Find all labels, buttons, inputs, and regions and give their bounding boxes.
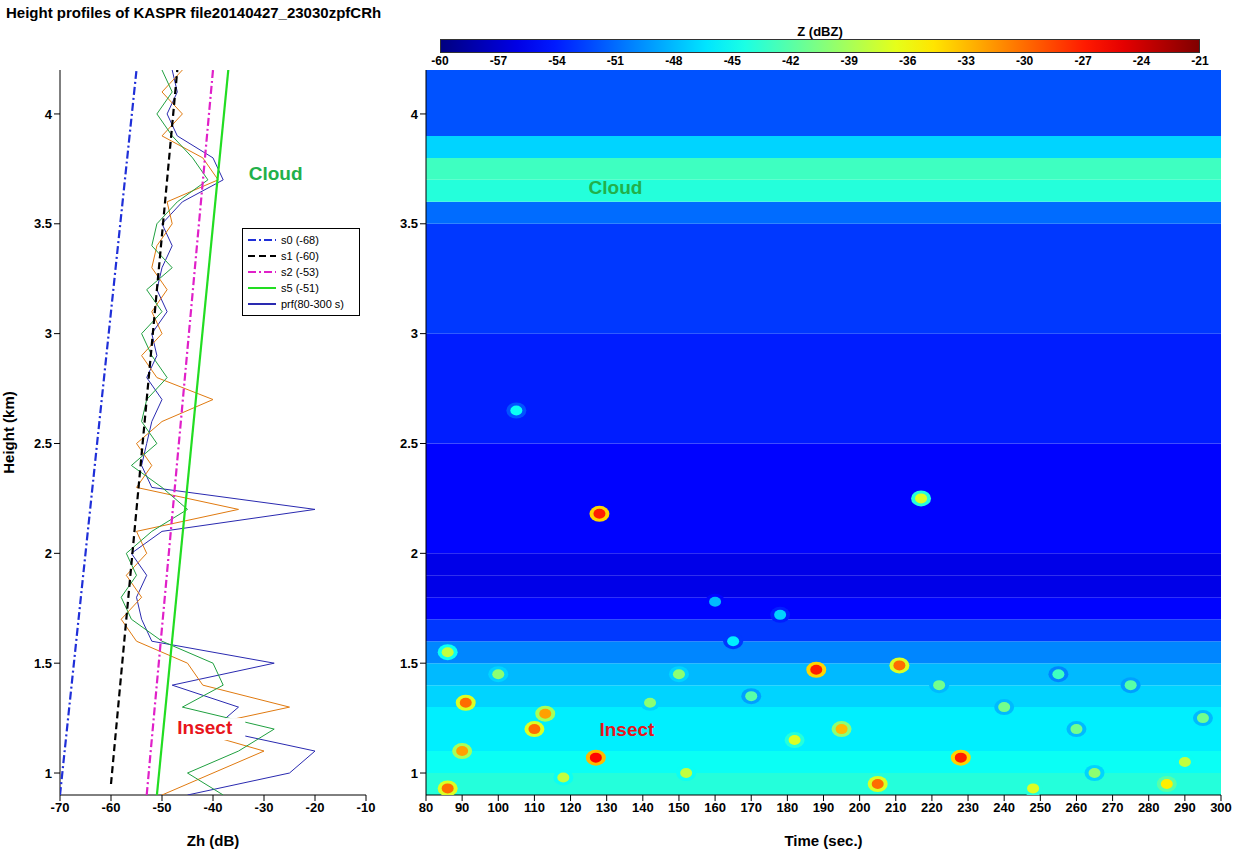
html-text:-54: -54 <box>548 54 566 68</box>
html-text:-42: -42 <box>782 54 800 68</box>
svg-text:210: 210 <box>885 800 907 815</box>
svg-text:2.5: 2.5 <box>34 436 52 451</box>
html-text:-48: -48 <box>665 54 683 68</box>
svg-text:240: 240 <box>993 800 1015 815</box>
svg-text:140: 140 <box>632 800 654 815</box>
html-text:s1 (-60): s1 (-60) <box>281 250 319 262</box>
html-text:Height profiles of KASPR file2: Height profiles of KASPR file20140427_23… <box>6 4 382 21</box>
svg-text:-20: -20 <box>306 800 325 815</box>
svg-text:1.5: 1.5 <box>34 656 52 671</box>
svg-text:130: 130 <box>596 800 618 815</box>
svg-text:260: 260 <box>1066 800 1088 815</box>
svg-text:1: 1 <box>411 766 418 781</box>
svg-text:160: 160 <box>704 800 726 815</box>
svg-text:Time (sec.): Time (sec.) <box>784 832 862 849</box>
svg-text:3: 3 <box>45 326 52 341</box>
svg-text:2.5: 2.5 <box>400 436 418 451</box>
svg-text:2: 2 <box>45 546 52 561</box>
svg-text:2: 2 <box>411 546 418 561</box>
svg-text:Zh (dB): Zh (dB) <box>187 832 239 849</box>
svg-text:150: 150 <box>668 800 690 815</box>
html-text:-57: -57 <box>489 54 508 68</box>
svg-text:200: 200 <box>849 800 871 815</box>
html-text:prf(80-300 s): prf(80-300 s) <box>281 298 344 310</box>
svg-text:290: 290 <box>1174 800 1196 815</box>
html-text:-60: -60 <box>431 54 449 68</box>
svg-text:3: 3 <box>411 326 418 341</box>
svg-text:-50: -50 <box>153 800 172 815</box>
svg-text:250: 250 <box>1029 800 1051 815</box>
svg-text:-70: -70 <box>51 800 70 815</box>
svg-text:90: 90 <box>455 800 469 815</box>
svg-text:220: 220 <box>921 800 943 815</box>
svg-text:4: 4 <box>411 107 419 122</box>
html-text:-24: -24 <box>1132 54 1151 68</box>
svg-text:270: 270 <box>1102 800 1124 815</box>
svg-text:Cloud: Cloud <box>589 177 643 198</box>
html-text:s0 (-68): s0 (-68) <box>281 234 319 246</box>
svg-text:280: 280 <box>1138 800 1160 815</box>
html-text:s2 (-53): s2 (-53) <box>281 266 319 278</box>
svg-text:100: 100 <box>487 800 509 815</box>
svg-text:110: 110 <box>524 800 545 815</box>
svg-text:80: 80 <box>419 800 433 815</box>
svg-text:Insect: Insect <box>177 717 233 738</box>
svg-text:300: 300 <box>1210 800 1232 815</box>
svg-text:4: 4 <box>45 107 53 122</box>
html-text:s5 (-51): s5 (-51) <box>281 282 319 294</box>
svg-text:Height (km): Height (km) <box>0 391 17 474</box>
svg-text:1: 1 <box>45 766 52 781</box>
svg-text:-60: -60 <box>102 800 121 815</box>
svg-text:190: 190 <box>813 800 835 815</box>
html-text:-51: -51 <box>606 54 624 68</box>
svg-text:Insect: Insect <box>599 719 655 740</box>
html-text:-45: -45 <box>723 54 741 68</box>
svg-text:1.5: 1.5 <box>400 656 418 671</box>
svg-text:230: 230 <box>957 800 979 815</box>
html-text:-30: -30 <box>1015 54 1034 68</box>
svg-text:-30: -30 <box>255 800 274 815</box>
html-text:-27: -27 <box>1074 54 1092 68</box>
svg-text:3.5: 3.5 <box>400 216 418 231</box>
html-text:-33: -33 <box>957 54 975 68</box>
svg-text:-10: -10 <box>357 800 376 815</box>
html-text:-21: -21 <box>1191 54 1209 68</box>
svg-text:120: 120 <box>560 800 582 815</box>
svg-text:3.5: 3.5 <box>34 216 52 231</box>
svg-text:-40: -40 <box>204 800 223 815</box>
html-text:-36: -36 <box>899 54 917 68</box>
html-text:Z (dBZ): Z (dBZ) <box>797 24 843 39</box>
svg-text:170: 170 <box>740 800 762 815</box>
html-text:-39: -39 <box>840 54 858 68</box>
svg-text:Cloud: Cloud <box>249 163 303 184</box>
svg-text:180: 180 <box>777 800 799 815</box>
